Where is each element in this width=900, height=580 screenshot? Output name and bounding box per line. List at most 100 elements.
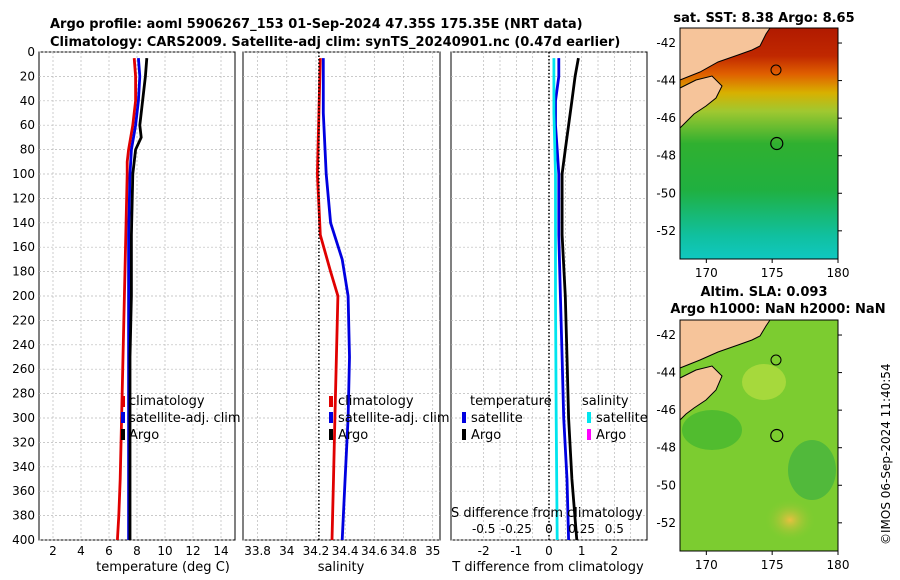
series-line-temperature-argo (560, 57, 580, 541)
sla-map-title-line2: Argo h1000: NaN h2000: NaN (670, 302, 885, 317)
sla-coastline-north (679, 319, 771, 369)
x-tick: 1 (578, 544, 586, 558)
difference-grid (451, 51, 647, 541)
depth-tick: 200 (12, 289, 35, 303)
legend-swatch-temp-satellite (462, 412, 466, 423)
sst-map-panel: sat. SST: 8.38 Argo: 8.65 170 175 180 -42-… (656, 11, 854, 280)
legend-temp-argo: Argo (471, 428, 501, 443)
depth-tick: 80 (20, 143, 35, 157)
map-y-tick: -44 (656, 74, 676, 88)
depth-tick: 140 (12, 216, 35, 230)
legend-swatch-argo (329, 429, 333, 440)
x-tick: 34.2 (303, 544, 330, 558)
figure-title-line2: Climatology: CARS2009. Satellite-adj cli… (50, 35, 620, 50)
depth-tick: 300 (12, 411, 35, 425)
sla-map-title-line1: Altim. SLA: 0.093 (701, 285, 828, 300)
map-y-tick: -46 (656, 111, 676, 125)
legend-swatch-argo (121, 429, 125, 440)
imos-watermark: ©IMOS 06-Sep-2024 11:40:54 (879, 363, 893, 545)
sla-high (764, 498, 816, 542)
salinity-grid (243, 51, 440, 541)
sst-land-north (680, 28, 770, 80)
sst-map-title: sat. SST: 8.38 Argo: 8.65 (673, 11, 854, 26)
sla-map-axes (679, 319, 839, 552)
map-y-tick: -52 (656, 516, 676, 530)
top-x-tick: 0.25 (568, 522, 595, 536)
series-line-temperature-satellite (554, 58, 570, 541)
x-tick: 34.6 (361, 544, 388, 558)
legend-swatch-satellite (121, 412, 125, 423)
figure-title-line1: Argo profile: aoml 5906267_153 01-Sep-20… (50, 17, 583, 32)
temperature-grid (39, 51, 235, 541)
map-x-tick: 170 (695, 266, 718, 280)
legend-swatch-sal-satellite (587, 412, 591, 423)
legend-swatch-temp-argo (462, 429, 466, 440)
sst-map-yticks: -42 -44 -46 -48 -50 -52 (656, 36, 842, 238)
depth-tick: 340 (12, 460, 35, 474)
temperature-xticks: 2 4 6 8 10 12 14 (49, 544, 228, 558)
x-tick: 34.4 (332, 544, 359, 558)
legend-temp-satellite: satellite (471, 411, 523, 426)
map-y-tick: -46 (656, 403, 676, 417)
salinity-difference-xlabel: S difference from climatology (451, 506, 643, 521)
top-x-tick: 0 (545, 522, 553, 536)
series-line-satellite-adj-clim (321, 58, 351, 541)
sst-coastline (679, 75, 723, 129)
temperature-panel: 2 4 6 8 10 12 14 0 20 40 60 80 100 120 140 160 180 200 22… (12, 45, 241, 575)
map-x-tick: 170 (695, 558, 718, 572)
temperature-xlabel: temperature (deg C) (96, 560, 230, 575)
depth-tick: 260 (12, 362, 35, 376)
difference-panel: -2 -1 0 1 2 -0.5 -0.25 0 0.25 0.5 S difference f… (450, 51, 648, 575)
sst-map-axes (679, 27, 839, 260)
sla-high (742, 364, 786, 400)
x-tick: 12 (185, 544, 200, 558)
sla-map-panel: Altim. SLA: 0.093 Argo h1000: NaN h2000:… (656, 285, 885, 572)
salinity-legend: climatology satellite-adj. clim Argo (329, 394, 450, 443)
x-tick: -1 (510, 544, 522, 558)
x-tick: 33.8 (244, 544, 271, 558)
x-tick: 2 (49, 544, 57, 558)
sla-land-south (680, 366, 722, 420)
difference-xticks: -2 -1 0 1 2 (478, 544, 618, 558)
sst-coastline-north (679, 27, 771, 81)
x-tick: 34 (279, 544, 294, 558)
x-tick: 35 (425, 544, 440, 558)
map-x-tick: 175 (761, 266, 784, 280)
x-tick: 6 (105, 544, 113, 558)
salinity-xlabel: salinity (318, 560, 365, 575)
depth-tick: 400 (12, 533, 35, 547)
legend-salinity: salinity (582, 394, 629, 409)
depth-tick: 120 (12, 191, 35, 205)
sla-coastline (679, 365, 723, 421)
top-x-tick: -0.25 (501, 522, 532, 536)
x-tick: 8 (133, 544, 141, 558)
depth-tick: 100 (12, 167, 35, 181)
depth-tick-labels: 0 20 40 60 80 100 120 140 160 180 200 220 240 260 280 3… (12, 45, 35, 547)
map-y-tick: -48 (656, 149, 676, 163)
sla-argo-marker (770, 428, 784, 443)
x-tick: 34.8 (390, 544, 417, 558)
map-y-tick: -50 (656, 478, 676, 492)
legend-sal-argo: Argo (596, 428, 626, 443)
map-y-tick: -48 (656, 441, 676, 455)
legend-swatch-climatology (121, 396, 125, 407)
depth-tick: 320 (12, 435, 35, 449)
map-y-tick: -52 (656, 224, 676, 238)
legend-temperature: temperature (470, 394, 552, 409)
difference-legend: temperature satellite Argo salinity sate… (462, 394, 648, 443)
map-x-tick: 175 (761, 558, 784, 572)
temperature-legend: climatology satellite-adj. clim Argo (121, 394, 241, 443)
x-tick: 4 (77, 544, 85, 558)
x-tick: 14 (213, 544, 228, 558)
x-tick: -2 (478, 544, 490, 558)
legend-swatch-sal-argo (587, 429, 591, 440)
sla-low (682, 410, 742, 450)
legend-swatch-satellite (329, 412, 333, 423)
sla-low (788, 440, 836, 500)
legend-argo: Argo (129, 428, 159, 443)
depth-tick: 380 (12, 509, 35, 523)
top-x-tick: 0.5 (605, 522, 624, 536)
map-y-tick: -42 (656, 328, 676, 342)
